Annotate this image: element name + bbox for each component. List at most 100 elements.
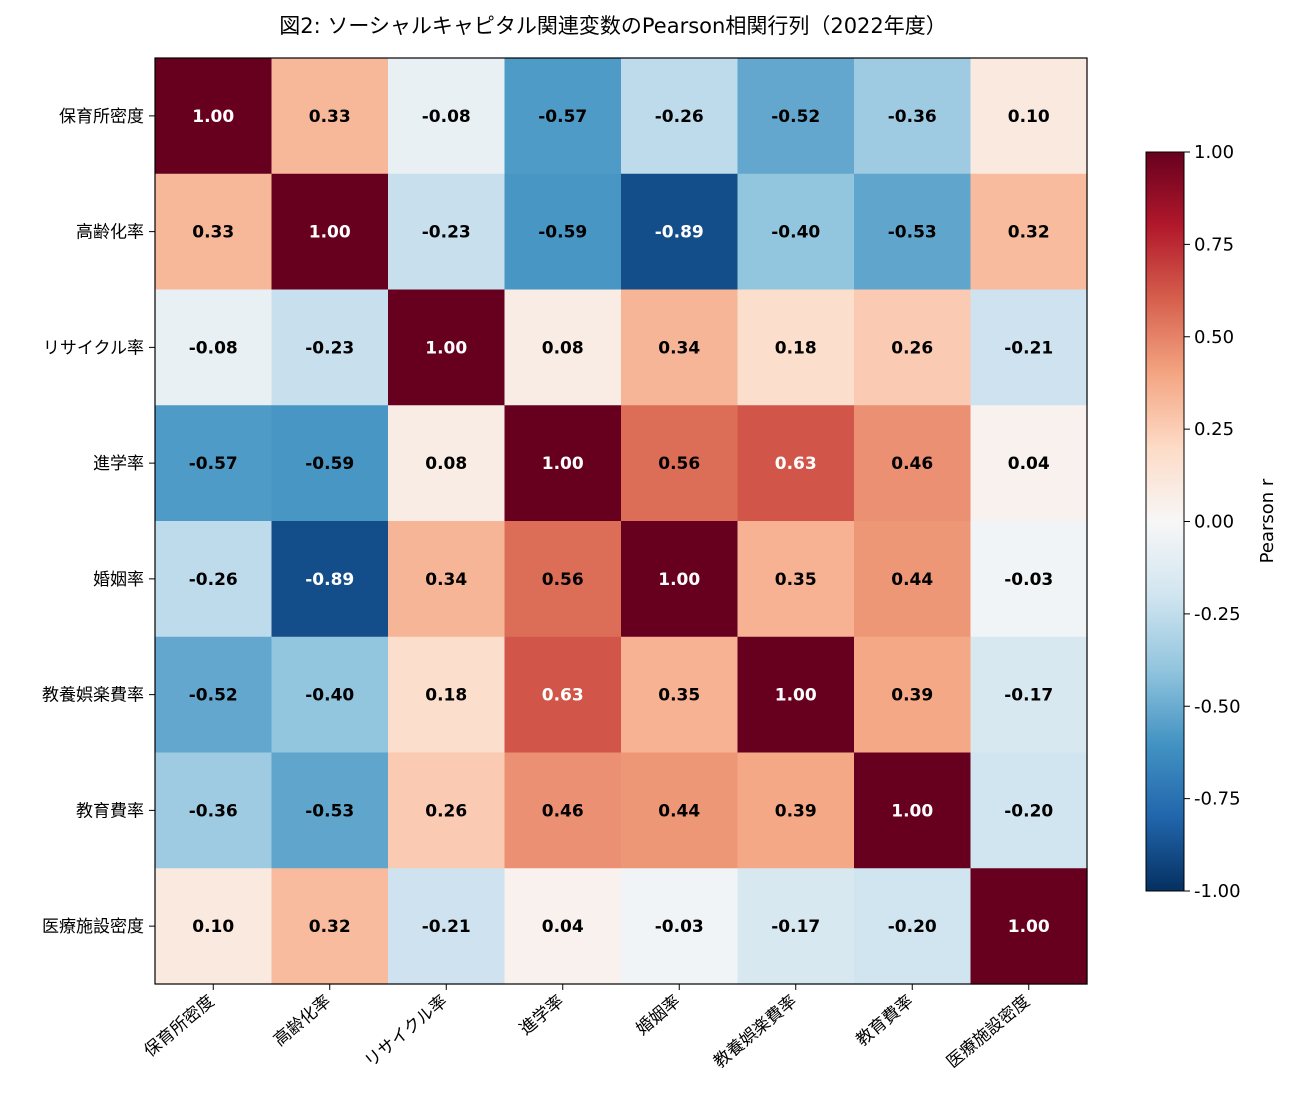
cell-value-label-r1-c4: -0.89: [655, 223, 704, 243]
cell-value-label-r6-c6: 1.00: [891, 801, 933, 821]
column-tick-label: 婚姻率: [633, 992, 685, 1040]
colorbar-tick-label: 0.00: [1194, 512, 1234, 533]
heatmap-cell-r7-c0: [155, 868, 273, 985]
cell-value-label-r0-c4: -0.26: [655, 107, 704, 127]
cell-value-label-r6-c3: 0.46: [542, 801, 584, 821]
heatmap-cells: [155, 58, 1088, 985]
cell-value-label-r3-c1: -0.59: [305, 454, 354, 474]
heatmap-cell-r6-c0: [155, 752, 273, 869]
heatmap-cell-r4-c5: [737, 521, 855, 638]
heatmap-cell-r3-c3: [504, 405, 622, 522]
colorbar-tick-label: -0.50: [1194, 696, 1241, 717]
heatmap-cell-r0-c7: [970, 58, 1088, 175]
cell-value-label-r6-c5: 0.39: [775, 801, 817, 821]
colorbar: [1145, 151, 1185, 892]
cell-value-label-r0-c7: 0.10: [1008, 107, 1050, 127]
cell-value-label-r6-c4: 0.44: [658, 801, 700, 821]
column-tick-label: 教育費率: [853, 992, 918, 1051]
heatmap-frame: [154, 57, 1088, 985]
column-tick-label: 高齢化率: [270, 992, 335, 1051]
column-axis-labels: 保育所密度 高齢化率 リサイクル率 進学率 婚姻率 教養娯楽費率 教育費率 医療施設密度: [140, 984, 1034, 1073]
heatmap-cell-r1-c1: [271, 173, 389, 291]
cell-value-label-r2-c2: 1.00: [425, 338, 467, 358]
heatmap-cell-r3-c0: [155, 405, 273, 522]
colorbar-ticks: 1.00 0.75 0.50 0.25 0.00 -0.25 -0.50 -0.75 -1.00: [1184, 142, 1241, 902]
column-tick-label: 教養娯楽費率: [710, 992, 801, 1073]
heatmap-cell-r7-c2: [388, 868, 506, 985]
cell-value-label-r7-c2: -0.21: [422, 917, 471, 937]
cell-value-label-r7-c1: 0.32: [309, 917, 351, 937]
cell-value-label-r5-c4: 0.35: [658, 686, 700, 706]
heatmap-cell-r0-c1: [271, 58, 389, 175]
heatmap-cell-r1-c0: [155, 173, 273, 291]
heatmap-cell-r6-c3: [504, 752, 622, 869]
cell-value-label-r4-c0: -0.26: [189, 570, 238, 590]
cell-value-label-r3-c0: -0.57: [189, 454, 238, 474]
heatmap-cell-r1-c2: [388, 173, 506, 291]
cell-value-label-r7-c6: -0.20: [888, 917, 937, 937]
heatmap-cell-r4-c7: [970, 521, 1088, 638]
heatmap-cell-r2-c5: [737, 289, 855, 406]
heatmap-cell-r1-c3: [504, 173, 622, 291]
row-tick-label: 高齢化率: [76, 223, 144, 243]
cell-value-label-r0-c6: -0.36: [888, 107, 937, 127]
cell-value-label-r1-c1: 1.00: [309, 223, 351, 243]
heatmap-cell-r2-c2: [388, 289, 506, 406]
heatmap-cell-r1-c7: [970, 173, 1088, 291]
heatmap-cell-r2-c1: [271, 289, 389, 406]
heatmap-cell-r2-c3: [504, 289, 622, 406]
cell-value-label-r5-c1: -0.40: [305, 686, 354, 706]
row-tick-label: 教養娯楽費率: [42, 686, 144, 706]
cell-value-label-r2-c7: -0.21: [1004, 338, 1053, 358]
cell-value-label-r5-c0: -0.52: [189, 686, 238, 706]
row-tick-label: 保育所密度: [59, 107, 144, 127]
heatmap-cell-r0-c4: [621, 58, 739, 175]
cell-value-label-r2-c1: -0.23: [305, 338, 354, 358]
column-tick-label: リサイクル率: [361, 992, 451, 1072]
colorbar-label: Pearson r: [1257, 478, 1278, 563]
cell-value-label-r4-c4: 1.00: [658, 570, 700, 590]
cell-value-label-r7-c7: 1.00: [1008, 917, 1050, 937]
cell-value-label-r3-c6: 0.46: [891, 454, 933, 474]
heatmap-cell-r0-c5: [737, 58, 855, 175]
cell-value-label-r2-c5: 0.18: [775, 338, 817, 358]
heatmap-cell-r2-c0: [155, 289, 273, 406]
cell-value-label-r0-c0: 1.00: [192, 107, 234, 127]
cell-value-label-r7-c4: -0.03: [655, 917, 704, 937]
cell-value-label-r2-c3: 0.08: [542, 338, 584, 358]
heatmap-cell-r6-c4: [621, 752, 739, 869]
cell-value-label-r1-c5: -0.40: [771, 223, 820, 243]
cell-value-label-r4-c5: 0.35: [775, 570, 817, 590]
row-tick-label: 医療施設密度: [42, 917, 144, 937]
cell-value-label-r5-c7: -0.17: [1004, 686, 1053, 706]
heatmap-cell-r5-c0: [155, 636, 273, 754]
heatmap-cell-r5-c5: [737, 636, 855, 754]
heatmap-cell-r7-c5: [737, 868, 855, 985]
column-tick-label: 医療施設密度: [943, 992, 1034, 1073]
cell-value-label-r6-c1: -0.53: [305, 801, 354, 821]
heatmap-cell-r7-c3: [504, 868, 622, 985]
heatmap-cell-r6-c7: [970, 752, 1088, 869]
heatmap-cell-r4-c1: [271, 521, 389, 638]
colorbar-tick-label: 1.00: [1194, 142, 1234, 163]
cell-value-label-r1-c2: -0.23: [422, 223, 471, 243]
cell-value-label-r3-c4: 0.56: [658, 454, 700, 474]
heatmap-cell-r5-c4: [621, 636, 739, 754]
heatmap-cell-r5-c1: [271, 636, 389, 754]
cell-value-label-r1-c7: 0.32: [1008, 223, 1050, 243]
cell-value-label-r0-c2: -0.08: [422, 107, 471, 127]
cell-value-label-r7-c0: 0.10: [192, 917, 234, 937]
heatmap-cell-r3-c4: [621, 405, 739, 522]
heatmap-cell-r3-c7: [970, 405, 1088, 522]
chart-title: 図2: ソーシャルキャピタル関連変数のPearson相関行列（2022年度）: [279, 14, 947, 38]
cell-value-label-r5-c2: 0.18: [425, 686, 467, 706]
heatmap-cell-r2-c6: [854, 289, 972, 406]
heatmap-cell-r0-c6: [854, 58, 972, 175]
row-tick-label: リサイクル率: [43, 338, 144, 358]
cell-value-label-r4-c3: 0.56: [542, 570, 584, 590]
cell-value-label-r4-c6: 0.44: [891, 570, 933, 590]
heatmap-cell-r2-c4: [621, 289, 739, 406]
row-tick-label: 教育費率: [76, 801, 144, 821]
heatmap-cell-r3-c2: [388, 405, 506, 522]
